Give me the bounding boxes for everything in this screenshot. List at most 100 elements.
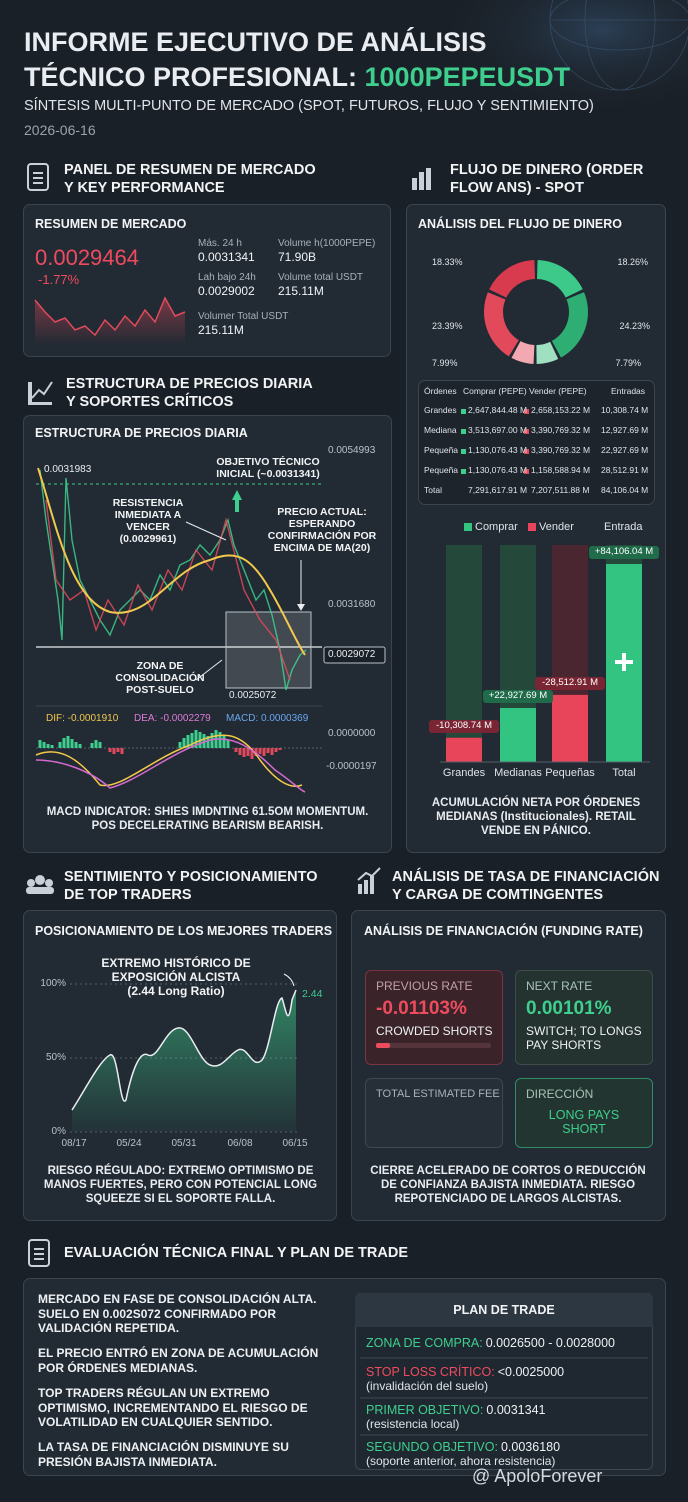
x-tick-label: Grandes: [442, 767, 486, 779]
plan-header-bg: [355, 1293, 653, 1327]
plan-row: STOP LOSS CRÍTICO: <0.0025000: [366, 1365, 564, 1379]
table-cell: 2,647,844.48 M: [468, 405, 528, 415]
stat-value: 71.90B: [278, 250, 317, 264]
bar: [552, 694, 588, 762]
donut-label: 18.33%: [432, 257, 463, 267]
plan-note: (resistencia local): [366, 1417, 460, 1431]
donut-segment: [536, 341, 559, 364]
watermark: @ ApoloForever: [472, 1466, 603, 1486]
x-tick-label: Total: [612, 767, 636, 779]
table-header: Entradas: [611, 386, 646, 396]
text-line: ESTRUCTURA DE PRECIOS DIARIA: [66, 376, 313, 392]
bar-label: +22,927.69 M: [483, 690, 553, 703]
sparkline-area: [35, 298, 185, 345]
price-label: 0.0025072: [229, 690, 277, 701]
legend-swatch: [528, 523, 536, 531]
macd-label: DEA: -0.0002279: [134, 713, 211, 724]
text-line: ESPERANDO: [288, 518, 356, 530]
macd-label: DIF: -0.0001910: [46, 713, 119, 724]
rate-value: -0.01103%: [376, 998, 467, 1019]
x-tick-label: 06/15: [282, 1138, 308, 1149]
text-line: PANEL DE RESUMEN DE MERCADO: [64, 162, 316, 178]
x-tick-label: Medianas: [494, 767, 542, 779]
plan-row: PRIMER OBJETIVO: 0.0031341: [366, 1403, 545, 1417]
annotation: RESISTENCIA INMEDIATA A VENCER (0.0029961): [88, 497, 208, 545]
bar: [500, 708, 536, 762]
table-cell: 3,390,769.32 M: [531, 445, 591, 455]
text-line: FLUJO DE DINERO (ORDER: [450, 162, 644, 178]
donut-segment: [536, 260, 583, 298]
price: 0.0029464: [35, 245, 139, 270]
text-line: VENCER: [126, 521, 170, 533]
table-cell: Total: [424, 485, 442, 495]
y-tick-label: 0%: [51, 1126, 66, 1137]
caption: ACUMULACIÓN NETA POR ÓRDENES MEDIANAS (I…: [431, 797, 641, 837]
text-line: ZONA DE: [136, 660, 184, 672]
price-label: 0.0031983: [44, 464, 92, 475]
paragraph: MERCADO EN FASE DE CONSOLIDACIÓN ALTA. S…: [38, 1292, 317, 1335]
text-line: DE TOP TRADERS: [64, 887, 192, 903]
plan-label: SEGUNDO OBJETIVO:: [366, 1440, 498, 1454]
x-tick-label: Pequeñas: [545, 767, 595, 779]
plan-separators: [360, 1357, 648, 1436]
table-cell: 7,207,511.88 M: [531, 485, 590, 495]
rate-box: [515, 970, 653, 1065]
price-change: -1.77%: [38, 272, 80, 287]
text-line: EXPOSICIÓN ALCISTA: [111, 970, 241, 984]
plan-row: ZONA DE COMPRA: 0.0026500 - 0.0028000: [366, 1336, 615, 1350]
table-box: [418, 380, 655, 505]
table-cell: Mediana: [424, 425, 457, 435]
annotation: OBJETIVO TÉCNICO INICIAL (~0.0031341): [198, 456, 338, 480]
plan-value: <0.0025000: [497, 1365, 565, 1379]
text-line: EXTREMO HISTÓRICO DE: [101, 956, 251, 970]
section-title: EVALUACIÓN TÉCNICA FINAL Y PLAN DE TRADE: [64, 1245, 408, 1261]
plan-value: 0.0036180: [500, 1440, 561, 1454]
table-dots: [524, 409, 529, 474]
text-line: Y KEY PERFORMANCE: [64, 180, 225, 196]
axis-label: 0.0031680: [328, 599, 376, 610]
paragraph: LA TASA DE FINANCIACIÓN DISMINUYE SU PRE…: [38, 1440, 289, 1469]
title-highlight: 1000PEPEUSDT: [364, 62, 571, 92]
title-text: TÉCNICO PROFESIONAL:: [24, 62, 365, 92]
stat-label: Volumer Total USDT: [198, 311, 289, 322]
plan-title: PLAN DE TRADE: [453, 1303, 555, 1317]
stat-label: Volume h(1000PEPE): [278, 238, 376, 249]
caption: CIERRE ACELERADO DE CORTOS O REDUCCIÓN D…: [370, 1165, 646, 1205]
table-header: Vender (PEPE): [529, 386, 587, 396]
table-cell: 3,513,697.00 M: [468, 425, 528, 435]
annotation: EXTREMO HISTÓRICO DE EXPOSICIÓN ALCISTA (2…: [96, 956, 256, 998]
card-title: POSICIONAMIENTO DE LOS MEJORES TRADERS: [35, 924, 333, 938]
card-title: RESUMEN DE MERCADO: [35, 217, 187, 231]
globe-decoration: [400, 0, 688, 150]
bar: [446, 737, 482, 762]
legend-label: Entrada: [604, 521, 643, 533]
donut-label: 23.39%: [432, 321, 463, 331]
bar-label: -10,308.74 M: [429, 719, 499, 733]
y-tick-label: 100%: [40, 978, 66, 989]
box-label: NEXT RATE: [526, 979, 593, 993]
table-cell: 10,308.74 M: [601, 405, 649, 415]
x-tick-label: 06/08: [227, 1138, 253, 1149]
caption: RIESGO RÉGULADO: EXTREMO OPTIMISMO DE MA…: [43, 1165, 318, 1205]
x-tick-label: 08/17: [61, 1138, 87, 1149]
axis-label: 0.0029072: [328, 649, 376, 660]
plan-row: SEGUNDO OBJETIVO: 0.0036180: [366, 1440, 560, 1454]
title-line: TÉCNICO PROFESIONAL: 1000PEPEUSDT: [24, 62, 570, 93]
box-label: DIRECCIÓN: [526, 1087, 594, 1101]
annotation: PRECIO ACTUAL: ESPERANDO CONFIRMACIÓN POR E…: [262, 506, 382, 554]
legend-label: Comprar: [475, 521, 518, 533]
rate-bar-bg: [376, 1043, 491, 1048]
card: [23, 415, 392, 853]
plan-label: PRIMER OBJETIVO:: [366, 1403, 484, 1417]
stat-value: 0.0029002: [198, 284, 255, 298]
legend-label: Vender: [539, 521, 574, 533]
paragraph: EL PRECIO ENTRÓ EN ZONA DE ACUMULACIÓN P…: [38, 1346, 319, 1375]
box-label: TOTAL ESTIMATED FEE: [376, 1088, 500, 1100]
text-line: INMEDIATA A: [114, 509, 182, 521]
table-cell: 28,512.91 M: [601, 465, 649, 475]
table-cell: 22,927.69 M: [601, 445, 649, 455]
direction-value: LONG PAYS SHORT: [548, 1108, 620, 1137]
table-cell: Pequeña: [424, 445, 459, 455]
stat-value: 0.0031341: [198, 250, 255, 264]
text-line: INICIAL (~0.0031341): [216, 468, 320, 480]
